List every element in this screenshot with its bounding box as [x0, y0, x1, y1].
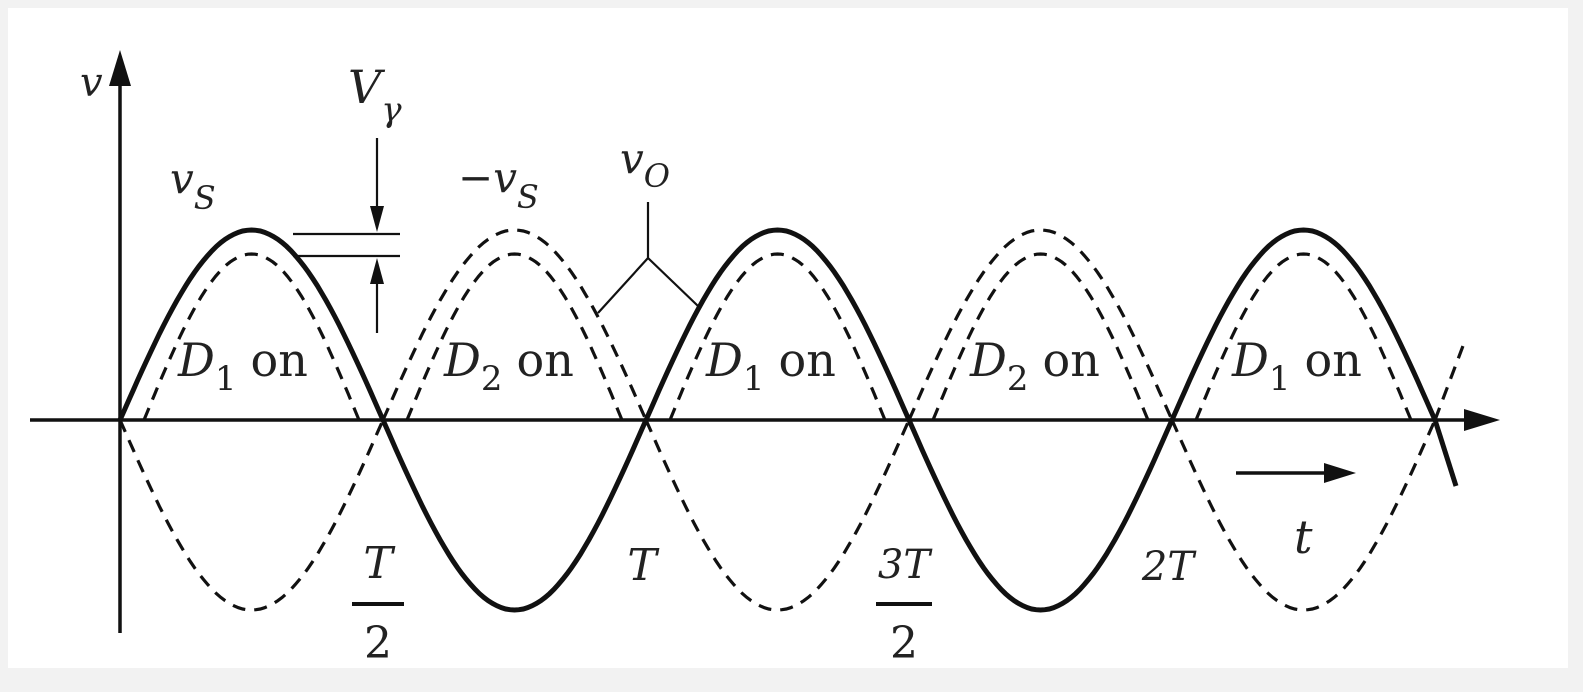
time-label: t: [1294, 510, 1313, 564]
vs-waveform: [117, 227, 1459, 613]
vs-label: vS: [170, 154, 216, 217]
tick-half-T-denominator: 2: [364, 618, 392, 668]
neg-vs-positive-half-2: [907, 228, 1174, 421]
vo-waveform: [142, 252, 1413, 421]
neg-vs-waveform: [118, 228, 1468, 612]
tick-half-T-numerator: T: [363, 538, 396, 589]
diagram-panel: v vS −vS vO Vγ D1 on D2 on D1 on D2 on D1 on …: [8, 8, 1568, 668]
vo-label: vO: [620, 134, 670, 195]
vo-half-5: [1194, 252, 1413, 421]
region-label-3: D1 on: [705, 333, 836, 399]
vs-tail: [1432, 419, 1459, 487]
neg-vs-negative-half-1: [118, 419, 385, 612]
tick-2T: 2T: [1141, 544, 1197, 590]
x-axis-arrowhead: [1464, 409, 1500, 431]
time-arrow-head: [1324, 463, 1356, 483]
vs-positive-half-2: [643, 227, 912, 422]
vs-negative-half-2: [906, 418, 1175, 613]
neg-vs-negative-half-2: [644, 419, 911, 612]
tick-T: T: [627, 540, 660, 591]
vo-half-3: [668, 252, 887, 421]
vgamma-arrow-down: [370, 206, 384, 232]
vo-half-2: [405, 252, 624, 421]
vo-callout-lines: [597, 202, 699, 314]
tick-half-T: T 2: [352, 538, 404, 668]
region-label-2: D2 on: [443, 333, 574, 399]
rectifier-waveform-diagram: v vS −vS vO Vγ D1 on D2 on D1 on D2 on D1 on …: [30, 50, 1500, 668]
region-label-4: D2 on: [969, 333, 1100, 399]
vo-half-4: [931, 252, 1150, 421]
neg-vs-tail: [1433, 337, 1468, 421]
vs-positive-half-1: [117, 227, 386, 422]
vs-positive-half-3: [1169, 227, 1438, 422]
neg-vs-positive-half-1: [381, 228, 648, 421]
tick-three-half-T: 3T 2: [876, 542, 933, 668]
vgamma-arrow-up: [370, 258, 384, 284]
y-axis-arrowhead: [109, 50, 131, 86]
y-axis-label: v: [80, 60, 103, 106]
neg-vs-label: −vS: [458, 153, 539, 216]
tick-three-half-T-numerator: 3T: [878, 542, 933, 588]
tick-three-half-T-denominator: 2: [890, 618, 918, 668]
vgamma-label: Vγ: [348, 60, 402, 130]
region-label-1: D1 on: [177, 333, 308, 399]
region-label-5: D1 on: [1231, 333, 1362, 399]
vs-negative-half-1: [380, 418, 649, 613]
vo-half-1: [142, 252, 361, 421]
